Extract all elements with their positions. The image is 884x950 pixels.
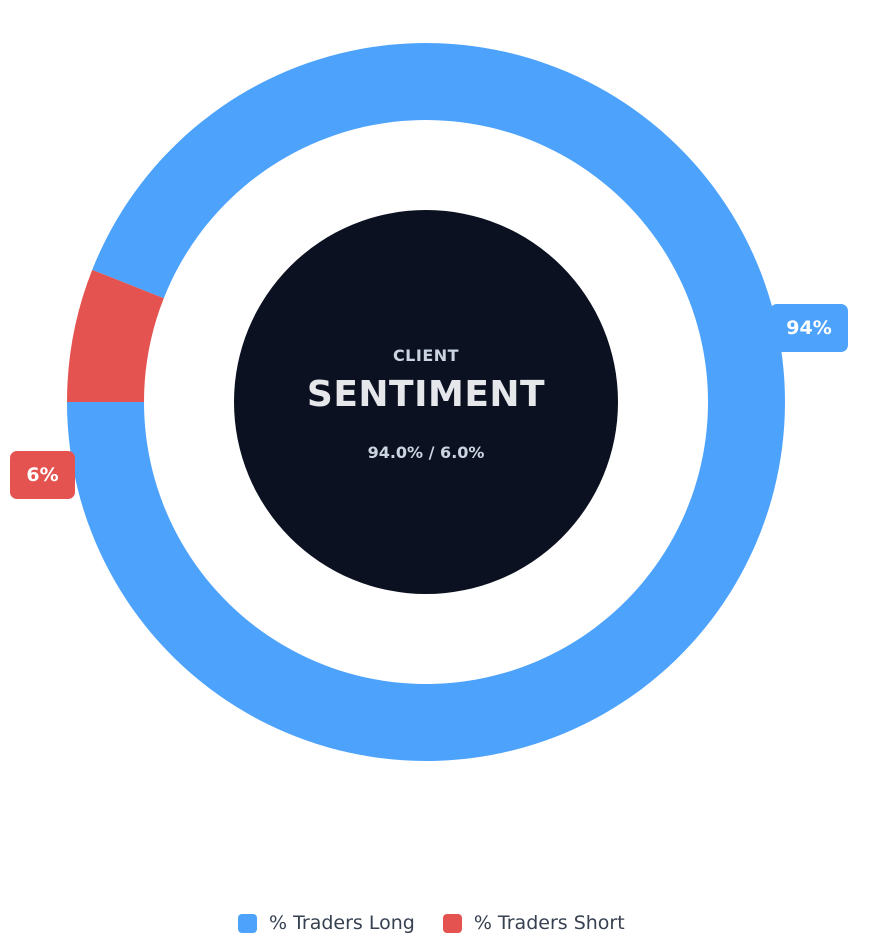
center-kicker: CLIENT <box>392 346 460 365</box>
center-ratio: 94.0% / 6.0% <box>367 443 485 462</box>
legend-item-short[interactable]: % Traders Short <box>442 912 625 934</box>
legend-label-short: % Traders Short <box>473 912 625 934</box>
center-disc: CLIENT SENTIMENT 94.0% / 6.0% <box>234 210 618 594</box>
data-label-short: 6% <box>10 451 75 499</box>
legend-swatch-short <box>442 913 462 933</box>
legend-swatch-long <box>238 913 257 933</box>
legend-item-long[interactable]: % Traders Long <box>238 912 415 934</box>
slice-traders-short[interactable] <box>67 269 164 402</box>
data-label-long: 94% <box>770 304 848 352</box>
legend-label-long: % Traders Long <box>269 912 415 934</box>
donut-slices <box>67 42 786 762</box>
legend: % Traders Long % Traders Short <box>238 912 653 934</box>
center-title: SENTIMENT <box>306 374 546 415</box>
